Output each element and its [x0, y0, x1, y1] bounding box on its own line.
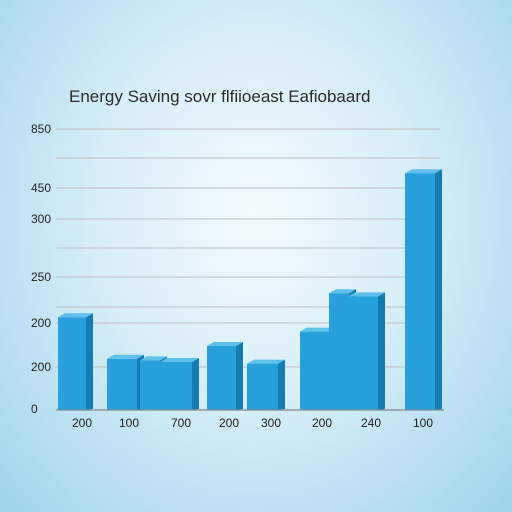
y-tick-label: 450	[31, 181, 51, 195]
x-tick-label: 200	[219, 416, 239, 430]
bar-face	[207, 346, 236, 410]
bar	[300, 327, 336, 410]
bar-side	[278, 359, 285, 410]
bar-face	[329, 293, 349, 410]
bar-face	[140, 360, 160, 410]
bar-top	[329, 289, 356, 294]
bar-top	[140, 356, 167, 361]
bar-side	[435, 169, 442, 410]
bar-side	[378, 292, 385, 410]
bar-top	[207, 342, 243, 346]
y-tick-label: 200	[31, 360, 51, 374]
y-tick-label: 300	[31, 212, 51, 226]
bar-top	[58, 313, 93, 318]
bar-side	[236, 342, 243, 410]
bar-face	[107, 358, 137, 410]
bar	[348, 292, 385, 410]
x-tick-label: 100	[119, 416, 139, 430]
y-tick-label: 850	[31, 122, 51, 136]
y-tick-label: 200	[31, 316, 51, 330]
bar	[207, 342, 243, 410]
x-tick-label: 300	[261, 416, 281, 430]
bar-face	[348, 296, 378, 410]
bar	[247, 359, 285, 410]
bar	[405, 169, 442, 410]
bar	[160, 358, 199, 410]
bar-side	[192, 358, 199, 410]
x-tick-label: 100	[413, 416, 433, 430]
bar-top	[300, 327, 336, 332]
bars	[58, 169, 442, 410]
bar-top	[348, 292, 385, 297]
bar-side	[86, 313, 93, 410]
chart-title: Energy Saving sovr flfiioeast Eafiobaard	[69, 87, 370, 106]
x-axis-tick-labels: 200 100 700 200 300 200 240 100	[72, 416, 433, 430]
bar-face	[405, 173, 435, 410]
bar	[58, 313, 93, 410]
y-tick-label: 0	[31, 402, 38, 416]
y-tick-label: 250	[31, 270, 51, 284]
bar-top	[247, 359, 285, 364]
x-tick-label: 200	[72, 416, 92, 430]
bar	[107, 354, 144, 410]
bar-face	[160, 362, 192, 410]
bar-face	[300, 331, 329, 410]
bar-top	[160, 358, 199, 362]
bar-top	[107, 354, 144, 359]
bar-face	[247, 363, 278, 410]
y-axis-tick-labels: 850 450 300 250 200 200 0	[31, 122, 51, 416]
bar-top	[405, 169, 442, 174]
x-tick-label: 200	[312, 416, 332, 430]
x-tick-label: 240	[361, 416, 381, 430]
x-tick-label: 700	[171, 416, 191, 430]
bar-face	[58, 317, 86, 410]
